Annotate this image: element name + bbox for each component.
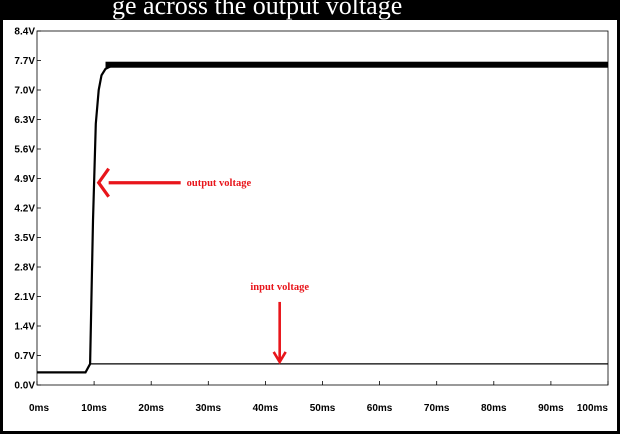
plot-area	[36, 30, 609, 386]
x-tick-label: 30ms	[196, 403, 222, 414]
y-tick-label: 7.0V	[14, 86, 35, 97]
input-arrow-head	[272, 351, 287, 365]
annotation-layer: output voltage input voltage	[96, 167, 309, 365]
x-tick-label: 20ms	[138, 403, 164, 414]
output-ripple-band	[105, 61, 609, 68]
output-arrow-head	[96, 167, 110, 198]
x-tick-label: 100ms	[577, 403, 609, 414]
y-tick-label: 0.0V	[14, 381, 35, 392]
y-tick-label: 6.3V	[14, 115, 35, 126]
y-tick-label: 3.5V	[14, 233, 35, 244]
x-tick-label: 60ms	[367, 403, 393, 414]
output-voltage-label: output voltage	[187, 178, 252, 189]
x-tick-label: 0ms	[29, 403, 49, 414]
y-tick-label: 4.2V	[14, 204, 35, 215]
x-tick-label: 90ms	[538, 403, 564, 414]
y-tick-label: 0.7V	[14, 351, 35, 362]
x-axis: 0ms 10ms 20ms 30ms 40ms 50ms 60ms 70ms 80ms 90ms 1…	[29, 381, 608, 414]
y-tick-label: 4.9V	[14, 174, 35, 185]
x-tick-label: 50ms	[310, 403, 336, 414]
y-tick-label: 2.1V	[14, 292, 35, 303]
y-tick-label: 5.6V	[14, 145, 35, 156]
x-tick-label: 40ms	[253, 403, 279, 414]
input-voltage-label: input voltage	[250, 282, 309, 293]
x-tick-label: 10ms	[81, 403, 107, 414]
output-voltage-trace	[37, 63, 608, 374]
y-tick-label: 1.4V	[14, 322, 35, 333]
y-axis: 0.0V 0.7V 1.4V 2.1V 2.8V 3.5V 4.2V 4.9V 5.6V 6.3V…	[14, 27, 41, 392]
x-tick-label: 70ms	[424, 403, 450, 414]
y-tick-label: 2.8V	[14, 263, 35, 274]
x-tick-label: 80ms	[481, 403, 507, 414]
y-tick-label: 7.7V	[14, 56, 35, 67]
caption-bar: ge across the output voltage	[0, 0, 620, 20]
series-layer	[37, 61, 609, 374]
y-tick-label: 8.4V	[14, 27, 35, 38]
caption-text: ge across the output voltage	[112, 0, 403, 20]
